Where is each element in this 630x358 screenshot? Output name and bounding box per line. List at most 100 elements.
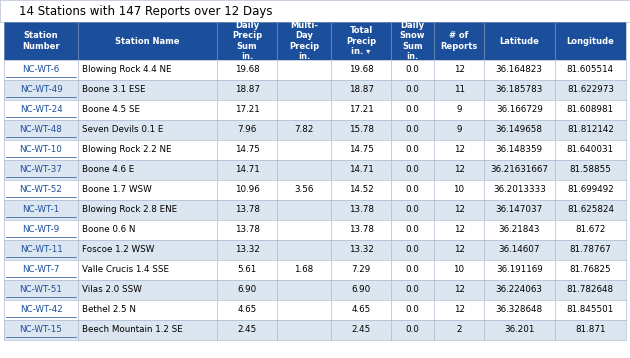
Text: 13.32: 13.32 (235, 246, 260, 255)
Text: 0.0: 0.0 (406, 285, 420, 295)
Text: Multi-
Day
Precip
in.: Multi- Day Precip in. (289, 21, 319, 61)
Text: 81.78767: 81.78767 (570, 246, 611, 255)
Text: 18.87: 18.87 (234, 86, 260, 95)
Text: 81.640031: 81.640031 (567, 145, 614, 155)
Text: 2.45: 2.45 (352, 325, 370, 334)
Text: 0.0: 0.0 (406, 226, 420, 234)
Text: 13.32: 13.32 (348, 246, 374, 255)
Text: 12: 12 (454, 205, 464, 214)
Text: NC-WT-11: NC-WT-11 (20, 246, 62, 255)
Text: 9: 9 (456, 126, 462, 135)
Text: 36.21843: 36.21843 (498, 226, 540, 234)
Text: Longitude: Longitude (566, 37, 614, 45)
Text: 4.65: 4.65 (352, 305, 370, 314)
Text: Blowing Rock 2.8 ENE: Blowing Rock 2.8 ENE (82, 205, 177, 214)
Text: 81.812142: 81.812142 (567, 126, 614, 135)
Text: NC-WT-15: NC-WT-15 (20, 325, 62, 334)
Text: 12: 12 (454, 226, 464, 234)
Text: Station Name: Station Name (115, 37, 180, 45)
Text: NC-WT-42: NC-WT-42 (20, 305, 62, 314)
Text: 81.871: 81.871 (575, 325, 605, 334)
Text: 14.75: 14.75 (235, 145, 260, 155)
Text: 81.605514: 81.605514 (567, 66, 614, 74)
Text: 36.191169: 36.191169 (496, 266, 542, 275)
Text: 0.0: 0.0 (406, 86, 420, 95)
Text: 36.148359: 36.148359 (496, 145, 543, 155)
Text: Vilas 2.0 SSW: Vilas 2.0 SSW (82, 285, 142, 295)
Text: 14.71: 14.71 (349, 165, 374, 174)
Text: 81.782648: 81.782648 (567, 285, 614, 295)
Text: NC-WT-49: NC-WT-49 (20, 86, 62, 95)
Text: 6.90: 6.90 (238, 285, 257, 295)
Text: 0.0: 0.0 (406, 246, 420, 255)
Text: Latitude: Latitude (500, 37, 539, 45)
Text: 0.0: 0.0 (406, 126, 420, 135)
Text: 81.625824: 81.625824 (567, 205, 614, 214)
Text: NC-WT-9: NC-WT-9 (23, 226, 60, 234)
Text: 9: 9 (456, 106, 462, 115)
Text: NC-WT-7: NC-WT-7 (22, 266, 60, 275)
Text: Daily
Snow
Sum
in.: Daily Snow Sum in. (400, 21, 425, 61)
Text: 10.96: 10.96 (235, 185, 260, 194)
Text: 0.0: 0.0 (406, 325, 420, 334)
Text: 14.52: 14.52 (349, 185, 374, 194)
Text: 36.328648: 36.328648 (496, 305, 543, 314)
Text: NC-WT-52: NC-WT-52 (20, 185, 62, 194)
Text: 7.96: 7.96 (238, 126, 257, 135)
Text: 19.68: 19.68 (349, 66, 374, 74)
Text: 18.87: 18.87 (348, 86, 374, 95)
Text: 0.0: 0.0 (406, 266, 420, 275)
Text: 36.185783: 36.185783 (496, 86, 543, 95)
Text: 15.78: 15.78 (348, 126, 374, 135)
Text: 13.78: 13.78 (234, 205, 260, 214)
Text: 12: 12 (454, 165, 464, 174)
Text: 7.82: 7.82 (294, 126, 314, 135)
Text: 12: 12 (454, 305, 464, 314)
Text: Blowing Rock 4.4 NE: Blowing Rock 4.4 NE (82, 66, 172, 74)
Text: 12: 12 (454, 145, 464, 155)
Text: Total
Precip
in. ▾: Total Precip in. ▾ (346, 26, 376, 56)
Text: 14.75: 14.75 (348, 145, 374, 155)
Text: Bethel 2.5 N: Bethel 2.5 N (82, 305, 136, 314)
Text: 36.166729: 36.166729 (496, 106, 543, 115)
Text: 1.68: 1.68 (294, 266, 314, 275)
Text: 36.2013333: 36.2013333 (493, 185, 546, 194)
Text: 81.622973: 81.622973 (567, 86, 614, 95)
Text: 0.0: 0.0 (406, 205, 420, 214)
Text: Daily
Precip
Sum
in.: Daily Precip Sum in. (232, 21, 262, 61)
Text: 81.58855: 81.58855 (570, 165, 611, 174)
Text: Blowing Rock 2.2 NE: Blowing Rock 2.2 NE (82, 145, 172, 155)
Text: 0.0: 0.0 (406, 66, 420, 74)
Text: NC-WT-10: NC-WT-10 (20, 145, 62, 155)
Text: 12: 12 (454, 285, 464, 295)
Text: 81.76825: 81.76825 (570, 266, 611, 275)
Text: 0.0: 0.0 (406, 145, 420, 155)
Text: Valle Crucis 1.4 SSE: Valle Crucis 1.4 SSE (82, 266, 169, 275)
Text: 14 Stations with 147 Reports over 12 Days: 14 Stations with 147 Reports over 12 Day… (19, 5, 272, 18)
Text: 5.61: 5.61 (238, 266, 257, 275)
Text: # of
Reports: # of Reports (440, 31, 478, 51)
Text: 10: 10 (454, 266, 465, 275)
Text: 6.90: 6.90 (352, 285, 370, 295)
Text: NC-WT-6: NC-WT-6 (23, 66, 60, 74)
Text: 0.0: 0.0 (406, 165, 420, 174)
Text: 17.21: 17.21 (349, 106, 374, 115)
Text: 36.201: 36.201 (504, 325, 534, 334)
Text: 13.78: 13.78 (348, 205, 374, 214)
Text: 0.0: 0.0 (406, 305, 420, 314)
Text: 36.147037: 36.147037 (496, 205, 543, 214)
Text: NC-WT-48: NC-WT-48 (20, 126, 62, 135)
Text: 12: 12 (454, 246, 464, 255)
Text: Beech Mountain 1.2 SE: Beech Mountain 1.2 SE (82, 325, 183, 334)
Text: 10: 10 (454, 185, 465, 194)
Text: 36.224063: 36.224063 (496, 285, 543, 295)
Text: 36.164823: 36.164823 (496, 66, 543, 74)
Text: 81.672: 81.672 (575, 226, 605, 234)
Text: 11: 11 (454, 86, 464, 95)
Text: Station
Number: Station Number (22, 31, 60, 51)
Text: 81.608981: 81.608981 (567, 106, 614, 115)
Text: NC-WT-37: NC-WT-37 (20, 165, 62, 174)
Text: NC-WT-1: NC-WT-1 (23, 205, 60, 214)
Text: 0.0: 0.0 (406, 185, 420, 194)
Text: 36.149658: 36.149658 (496, 126, 543, 135)
